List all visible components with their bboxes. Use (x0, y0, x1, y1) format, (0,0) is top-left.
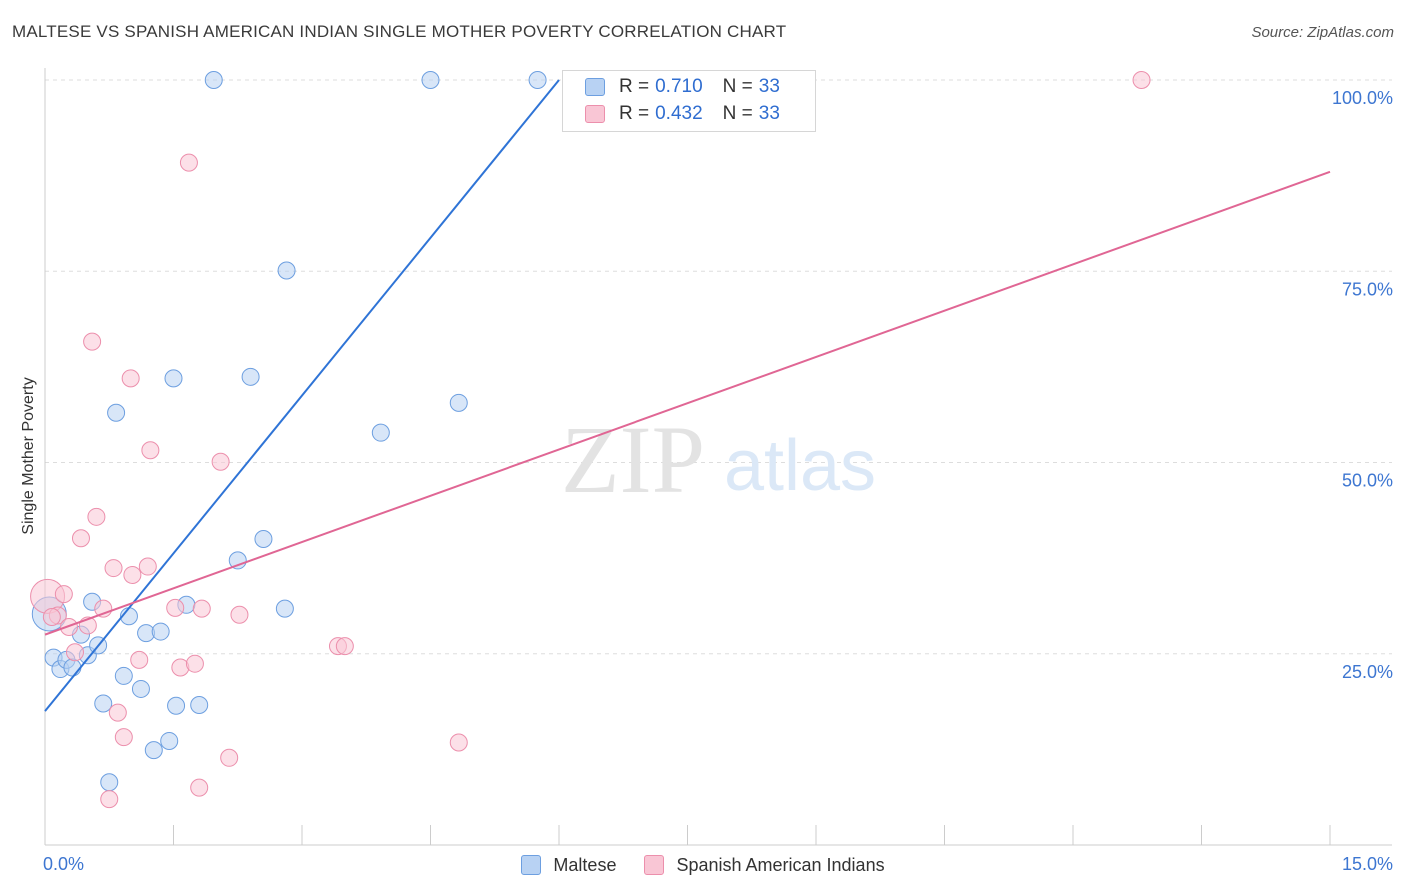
n-value: 33 (758, 76, 780, 97)
spanish-point (83, 332, 102, 351)
maltese-point (131, 679, 150, 698)
legend-row-spanish: R = 0.432 N = 33 (585, 102, 800, 126)
correlation-legend: R = 0.710 N = 33 R = 0.432 N = 33 (562, 70, 816, 132)
spanish-point (220, 748, 239, 767)
maltese-point (63, 658, 82, 677)
spanish-point (190, 778, 209, 797)
spanish-point (166, 598, 185, 617)
maltese-point (94, 694, 113, 713)
r-value: 0.432 (655, 103, 703, 124)
legend-row-maltese: R = 0.710 N = 33 (585, 75, 800, 99)
spanish-point (114, 728, 133, 747)
r-label: R = (619, 103, 650, 124)
spanish-point (65, 643, 84, 662)
spanish-swatch (585, 105, 605, 123)
watermark-atlas: atlas (724, 426, 876, 506)
maltese-point (160, 731, 179, 750)
spanish-point (130, 650, 149, 669)
spanish-point (449, 733, 468, 752)
maltese-point (241, 367, 260, 386)
spanish-trend-line (44, 170, 1331, 636)
maltese-point (254, 530, 273, 548)
y-tick-label: 75.0% (1342, 279, 1393, 299)
maltese-point (100, 773, 119, 792)
watermark: ZIP atlas (561, 406, 876, 513)
maltese-point (371, 423, 390, 442)
spanish-point (1132, 71, 1151, 89)
spanish-point (179, 153, 198, 172)
spanish-point (211, 452, 230, 471)
maltese-points (31, 71, 547, 792)
maltese-point (449, 393, 468, 412)
maltese-point (275, 599, 294, 618)
series-legend: Maltese Spanish American Indians (0, 852, 1406, 878)
spanish-point (335, 637, 354, 656)
spanish-point (192, 599, 211, 618)
n-value: 33 (758, 103, 780, 124)
spanish-point (123, 565, 142, 584)
maltese-point (167, 696, 186, 715)
maltese-point (528, 71, 547, 89)
maltese-point (277, 261, 296, 280)
spanish-point (54, 585, 73, 604)
maltese-point (421, 71, 440, 89)
gridlines (45, 79, 1392, 655)
chart-title: MALTESE VS SPANISH AMERICAN INDIAN SINGL… (12, 22, 787, 41)
spanish-point (108, 703, 127, 722)
tick-labels: 25.0% 50.0% 75.0% 100.0% 0.0% 15.0% (43, 88, 1393, 874)
spanish-point (138, 557, 157, 576)
y-tick-label: 100.0% (1332, 88, 1393, 108)
x-tick-label: 0.0% (43, 854, 84, 874)
spanish-point (121, 369, 140, 388)
maltese-point (151, 622, 170, 641)
x-tick-label: 15.0% (1342, 854, 1393, 874)
legend-label-spanish: Spanish American Indians (676, 854, 885, 875)
maltese-swatch (585, 78, 605, 96)
trend-lines (44, 79, 1331, 712)
r-value: 0.710 (655, 76, 703, 97)
axes (44, 68, 1392, 846)
y-axis-label: Single Mother Poverty (20, 377, 37, 535)
maltese-point (107, 403, 126, 422)
source-label: Source: ZipAtlas.com (1251, 24, 1394, 41)
spanish-point (141, 441, 160, 460)
maltese-point (114, 666, 133, 685)
maltese-point (204, 71, 223, 89)
spanish-point (104, 559, 123, 578)
maltese-trend-line (44, 79, 560, 712)
n-label: N = (722, 103, 753, 124)
spanish-point (71, 529, 90, 548)
n-label: N = (722, 76, 753, 97)
y-tick-label: 25.0% (1342, 662, 1393, 682)
spanish-point (87, 507, 106, 526)
maltese-legend-swatch (521, 855, 542, 875)
spanish-legend-swatch (644, 855, 665, 875)
spanish-point (42, 608, 61, 627)
maltese-point (190, 696, 209, 715)
spanish-point (185, 654, 204, 673)
legend-item-maltese[interactable]: Maltese (521, 855, 616, 876)
maltese-point (144, 741, 163, 760)
maltese-point (164, 369, 183, 388)
legend-item-spanish[interactable]: Spanish American Indians (644, 854, 885, 876)
legend-label-maltese: Maltese (553, 854, 617, 875)
spanish-points (30, 71, 1151, 809)
spanish-point (230, 605, 249, 624)
spanish-point (100, 790, 119, 809)
r-label: R = (619, 76, 650, 97)
y-tick-label: 50.0% (1342, 471, 1393, 491)
